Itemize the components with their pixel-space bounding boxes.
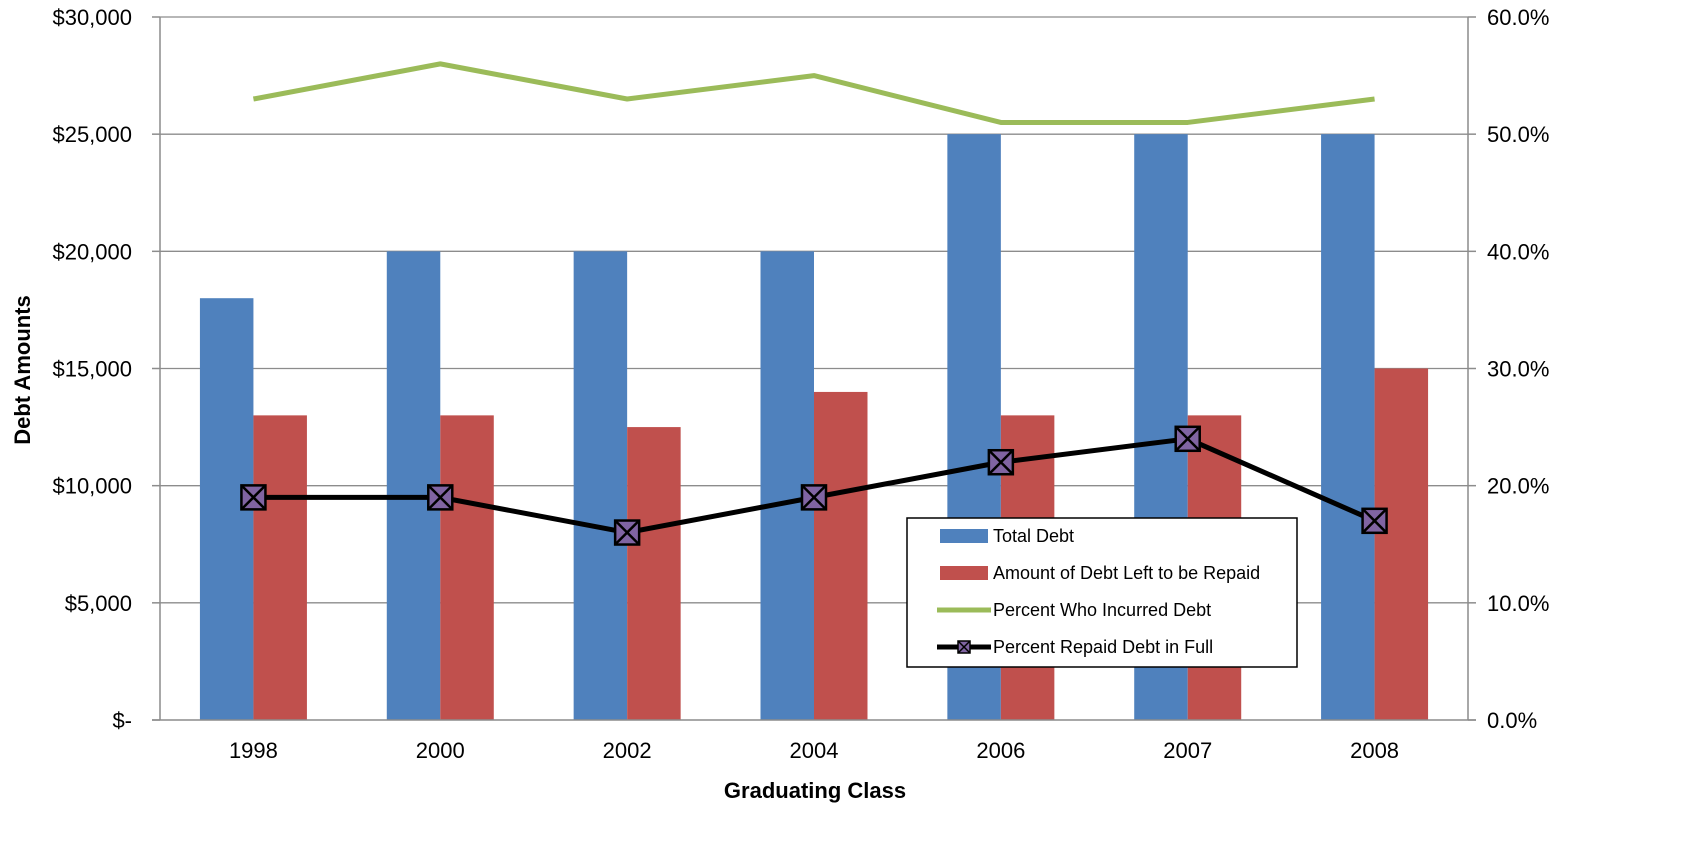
left-tick-label: $15,000 <box>52 357 132 382</box>
x-axis-title: Graduating Class <box>724 778 906 803</box>
left-tick-label: $30,000 <box>52 5 132 30</box>
legend-label: Amount of Debt Left to be Repaid <box>993 563 1260 583</box>
data-point-marker <box>240 484 267 511</box>
right-tick-label: 10.0% <box>1487 591 1549 616</box>
right-tick-label: 30.0% <box>1487 357 1549 382</box>
right-tick-label: 20.0% <box>1487 474 1549 499</box>
x-tick-label: 2004 <box>790 738 839 763</box>
data-point-marker <box>613 519 641 546</box>
marker-cross <box>987 449 1014 476</box>
right-tick-label: 60.0% <box>1487 5 1549 30</box>
legend-label: Percent Who Incurred Debt <box>993 600 1211 620</box>
right-tick-label: 50.0% <box>1487 122 1549 147</box>
bar <box>814 391 868 720</box>
marker-cross <box>1361 507 1388 534</box>
bar <box>253 415 307 720</box>
marker-cross <box>1174 425 1201 452</box>
legend-label: Percent Repaid Debt in Full <box>993 637 1213 657</box>
legend-item: Total Debt <box>940 526 1074 546</box>
data-point-marker <box>987 448 1015 476</box>
left-axis-ticks: $- $5,000 $10,000 $15,000 $20,000 $25,000 $30,… <box>52 5 132 733</box>
x-tick-label: 2002 <box>603 738 652 763</box>
legend-item: Percent Repaid Debt in Full <box>937 637 1213 657</box>
marker-cross <box>801 484 827 511</box>
x-tick-label: 2000 <box>416 738 465 763</box>
x-tick-label: 2007 <box>1163 738 1212 763</box>
marker-cross <box>614 519 641 546</box>
left-tick-label: $20,000 <box>52 239 132 264</box>
left-tick-label: $10,000 <box>52 474 132 499</box>
data-point-marker <box>1361 507 1388 535</box>
bar <box>1321 134 1375 720</box>
series-line <box>252 61 1375 125</box>
x-axis-ticks: 1998 2000 2002 2004 2006 2007 2008 <box>229 738 1399 763</box>
axes <box>152 16 1476 721</box>
legend-marker <box>957 640 971 654</box>
data-point-marker <box>427 484 454 511</box>
right-tick-label: 0.0% <box>1487 708 1537 733</box>
y-axis-title: Debt Amounts <box>10 295 35 445</box>
left-tick-label: $5,000 <box>65 591 132 616</box>
bar <box>1374 368 1429 720</box>
data-point-marker <box>1174 425 1201 453</box>
legend-item: Percent Who Incurred Debt <box>937 600 1211 620</box>
marker-cross <box>427 484 454 511</box>
right-tick-label: 40.0% <box>1487 239 1549 264</box>
legend-swatch <box>940 529 988 543</box>
left-tick-label: $- <box>112 708 132 733</box>
legend-label: Total Debt <box>993 526 1074 546</box>
right-axis-ticks: 0.0% 10.0% 20.0% 30.0% 40.0% 50.0% 60.0% <box>1487 5 1549 733</box>
legend-item: Amount of Debt Left to be Repaid <box>940 563 1260 583</box>
data-point-marker <box>800 484 828 511</box>
legend: Total Debt Amount of Debt Left to be Repa… <box>906 517 1298 668</box>
bar <box>627 427 681 720</box>
bar <box>440 415 494 720</box>
x-tick-label: 2008 <box>1350 738 1399 763</box>
x-tick-label: 1998 <box>229 738 278 763</box>
x-tick-label: 2006 <box>976 738 1025 763</box>
line-series <box>240 61 1388 546</box>
left-tick-label: $25,000 <box>52 122 132 147</box>
legend-swatch <box>940 566 988 580</box>
bar <box>573 251 628 721</box>
marker-cross <box>240 484 267 511</box>
